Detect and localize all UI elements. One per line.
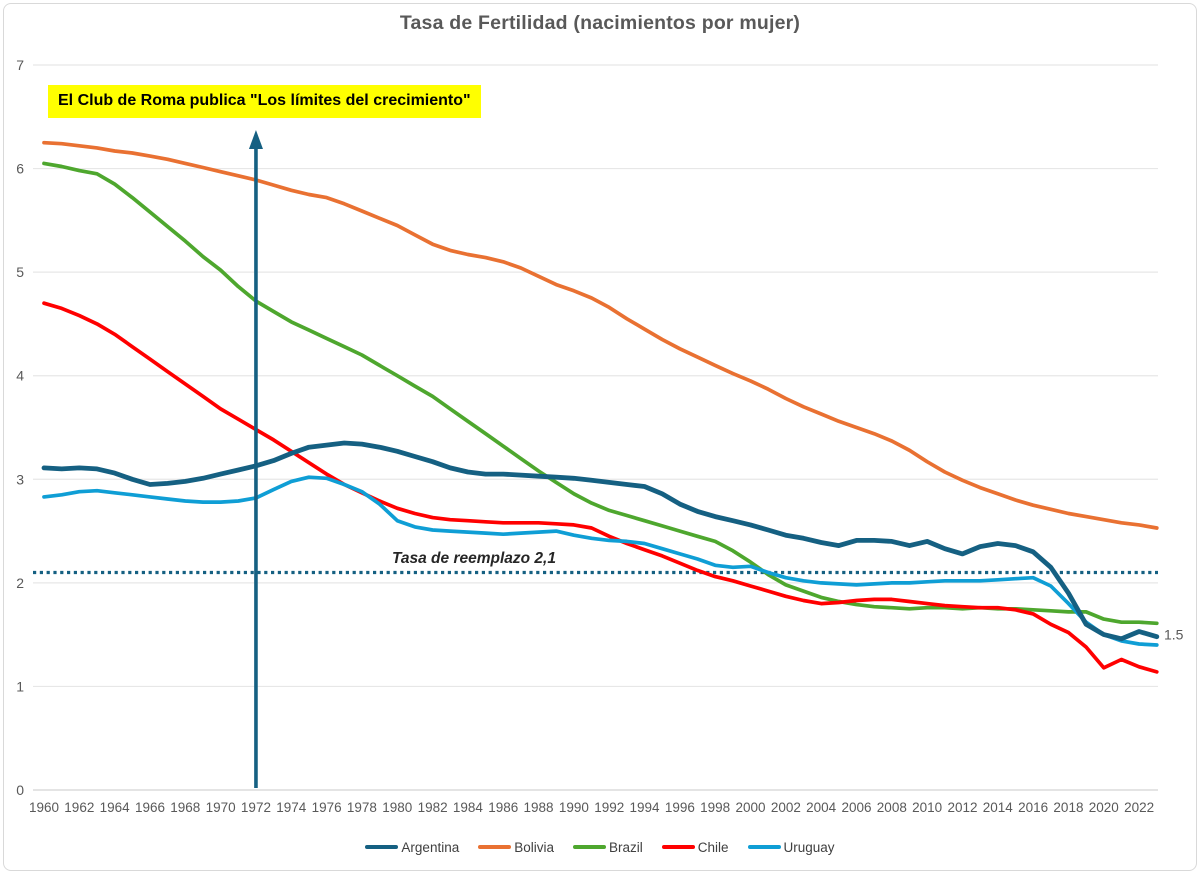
x-axis-label: 1990 [559,800,589,815]
y-axis-label: 0 [16,782,24,798]
legend-label: Uruguay [783,839,835,855]
x-axis-label: 2010 [912,800,942,815]
y-axis-label: 5 [16,264,24,280]
x-axis-label: 1968 [170,800,200,815]
x-axis-label: 2008 [877,800,907,815]
series-line-brazil [42,161,1159,626]
x-axis-label: 1974 [276,800,307,815]
y-axis-label: 3 [16,471,24,487]
x-axis-label: 2020 [1089,800,1119,815]
legend-label: Chile [697,839,729,855]
x-axis-label: 2006 [841,800,871,815]
legend-swatch [573,844,606,850]
x-axis-label: 1980 [382,800,412,815]
legend-swatch [365,844,399,850]
x-axis-label: 1998 [700,800,730,815]
x-axis-label: 1988 [524,800,554,815]
replacement-rate-label: Tasa de reemplazo 2,1 [392,550,556,567]
x-axis-label: 2018 [1053,800,1083,815]
x-axis-label: 2002 [771,800,801,815]
legend-item-chile: Chile [661,839,729,855]
y-axis-label: 7 [16,57,24,73]
y-axis-label: 4 [16,368,24,384]
x-axis-label: 2022 [1124,800,1154,815]
club-de-roma-annotation: El Club de Roma publica "Los límites del… [48,85,481,118]
x-axis-label: 2012 [947,800,977,815]
legend-label: Argentina [401,839,460,855]
x-axis-label: 1978 [347,800,377,815]
legend-item-uruguay: Uruguay [747,839,835,855]
chart-frame [3,3,1197,871]
legend-item-brazil: Brazil [573,840,643,855]
legend: Argentina Bolivia Brazil Chile Uruguay [0,837,1200,857]
legend-label: Brazil [609,839,643,855]
series-line-chile [42,301,1159,674]
event-arrow-head [248,130,263,149]
x-axis-label: 2014 [983,800,1014,815]
x-axis-label: 1996 [665,800,695,815]
legend-item-argentina: Argentina [365,840,459,855]
x-axis-label: 1992 [594,800,624,815]
x-axis-label: 1970 [206,800,236,815]
series-line-bolivia [42,140,1159,530]
legend-swatch [478,844,512,850]
x-axis-label: 1984 [453,800,484,815]
x-axis-label: 1966 [135,800,165,815]
x-axis-label: 1964 [100,800,131,815]
legend-swatch [747,844,781,850]
series-line-uruguay [42,475,1159,647]
x-axis-label: 1982 [418,800,448,815]
y-axis-label: 1 [16,678,24,694]
legend-item-bolivia: Bolivia [478,840,554,855]
x-axis-label: 1986 [488,800,518,815]
x-axis-label: 1972 [241,800,271,815]
x-axis-label: 2004 [806,800,837,815]
chart-title: Tasa de Fertilidad (nacimientos por muje… [399,12,801,34]
series-line-argentina [41,440,1160,642]
y-axis-label: 6 [16,161,24,177]
legend-swatch [661,844,695,850]
x-axis-label: 2000 [735,800,765,815]
x-axis-label: 1994 [630,800,661,815]
x-axis-label: 2016 [1018,800,1048,815]
x-axis-label: 1976 [312,800,342,815]
series-end-value-label: 1.5 [1164,627,1184,643]
x-axis-label: 1960 [29,800,59,815]
x-axis-label: 1962 [64,800,94,815]
y-axis-label: 2 [16,575,24,591]
legend-label: Bolivia [514,839,554,855]
